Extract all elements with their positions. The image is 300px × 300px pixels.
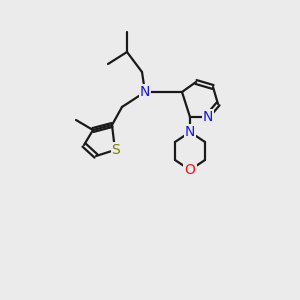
Text: N: N xyxy=(140,85,150,99)
Text: N: N xyxy=(203,110,213,124)
Text: N: N xyxy=(185,125,195,139)
Text: O: O xyxy=(184,163,195,177)
Text: S: S xyxy=(112,143,120,157)
